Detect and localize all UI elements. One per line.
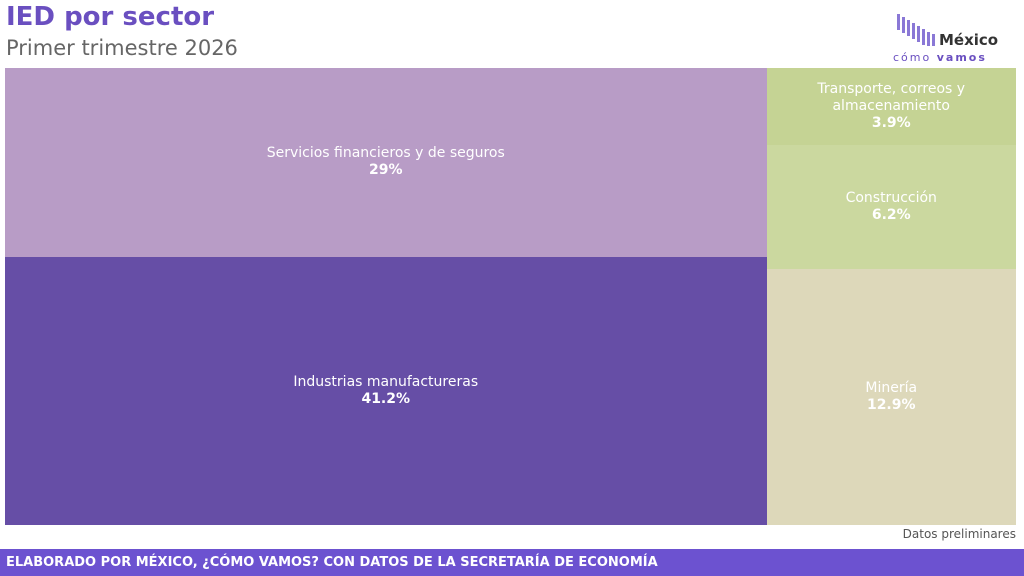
cell-value: 3.9% (871, 115, 911, 132)
cell-value: 29% (368, 162, 403, 179)
treemap-cell: Industrias manufactureras 41.2% (5, 256, 767, 525)
treemap-cell: Construcción 6.2% (766, 145, 1016, 269)
treemap: Servicios financieros y de seguros 29% Ind… (5, 68, 1016, 525)
cell-label: Construcción (845, 190, 937, 207)
cell-label: Industrias manufactureras (293, 373, 479, 390)
cell-label: Minería (865, 379, 918, 396)
cell-value: 6.2% (871, 207, 911, 224)
chart-title: IED por sector (6, 2, 215, 32)
logo-tagline-2: vamos (937, 51, 987, 64)
cell-value: 41.2% (361, 390, 411, 407)
footer: ELABORADO POR MÉXICO, ¿CÓMO VAMOS? CON D… (0, 549, 1024, 576)
cell-label: Servicios financieros y de seguros (266, 145, 505, 162)
logo-tagline-1: cómo (893, 51, 931, 64)
logo: México cómo vamos (893, 14, 998, 64)
note: Datos preliminares (902, 527, 1016, 541)
treemap-cell: Transporte, correos y almacenamiento 3.9% (766, 68, 1016, 146)
chart-subtitle: Primer trimestre 2026 (6, 36, 238, 60)
treemap-cell: Servicios financieros y de seguros 29% (5, 68, 767, 257)
logo-name: México (939, 31, 998, 49)
cell-label: Transporte, correos y almacenamiento (817, 81, 966, 115)
logo-tagline: cómo vamos (893, 51, 987, 64)
cell-value: 12.9% (866, 396, 916, 413)
treemap-cell: Minería 12.9% (766, 268, 1016, 525)
